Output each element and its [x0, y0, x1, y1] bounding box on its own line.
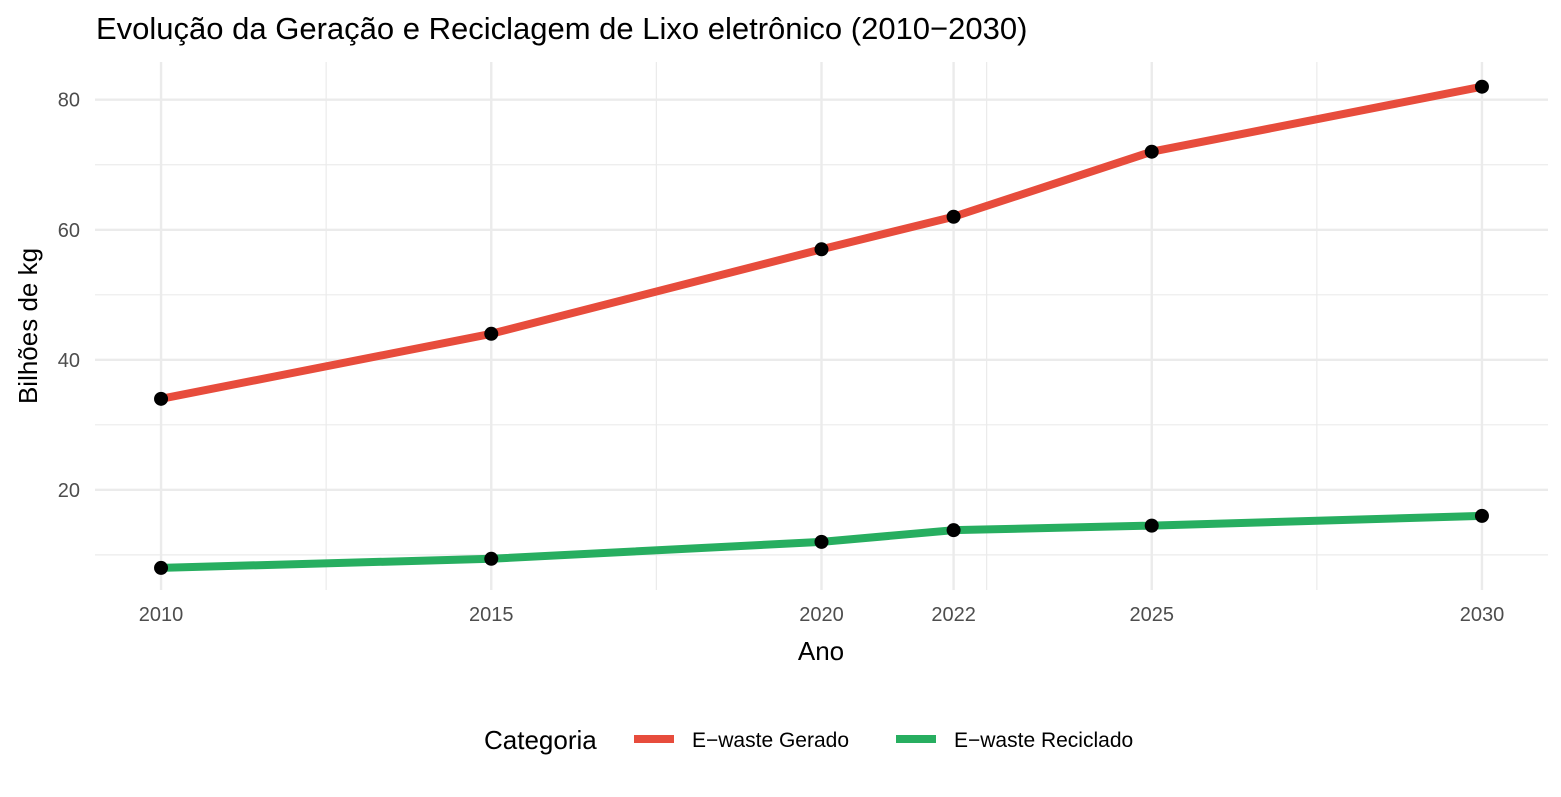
data-point [484, 326, 499, 341]
data-point [1144, 518, 1159, 533]
legend-label: E−waste Gerado [692, 729, 849, 752]
x-axis-label: Ano [798, 636, 844, 666]
data-point [154, 560, 169, 575]
data-point [484, 551, 499, 566]
series-points [154, 79, 1489, 575]
data-point [1144, 144, 1159, 159]
legend-label: E−waste Reciclado [954, 729, 1133, 752]
x-tick-label: 2022 [931, 604, 976, 626]
x-axis-ticks: 2010 2015 2020 2022 2025 2030 [139, 604, 1504, 626]
legend-title: Categoria [484, 725, 597, 755]
y-tick-label: 80 [58, 90, 80, 112]
data-point [946, 209, 961, 224]
y-axis-ticks: 20 40 60 80 [58, 90, 80, 502]
data-point [814, 242, 829, 257]
data-point [1474, 508, 1489, 523]
x-tick-label: 2010 [139, 604, 184, 626]
x-tick-label: 2020 [799, 604, 844, 626]
data-point [1474, 79, 1489, 94]
x-tick-label: 2025 [1129, 604, 1174, 626]
data-point [814, 534, 829, 549]
y-tick-label: 20 [58, 480, 80, 502]
y-axis-label: Bilhões de kg [13, 248, 43, 404]
y-tick-label: 60 [58, 220, 80, 242]
legend: Categoria E−waste Gerado E−waste Reciclad… [484, 725, 1133, 755]
series-line-1 [160, 511, 1483, 572]
chart-title: Evolução da Geração e Reciclagem de Lixo… [96, 11, 1027, 46]
series-lines [160, 82, 1483, 572]
x-tick-label: 2030 [1460, 604, 1505, 626]
series-line-0 [160, 82, 1483, 403]
x-tick-label: 2015 [469, 604, 514, 626]
grid [95, 62, 1548, 590]
data-point [946, 523, 961, 538]
data-point [154, 391, 169, 406]
y-tick-label: 40 [58, 350, 80, 372]
